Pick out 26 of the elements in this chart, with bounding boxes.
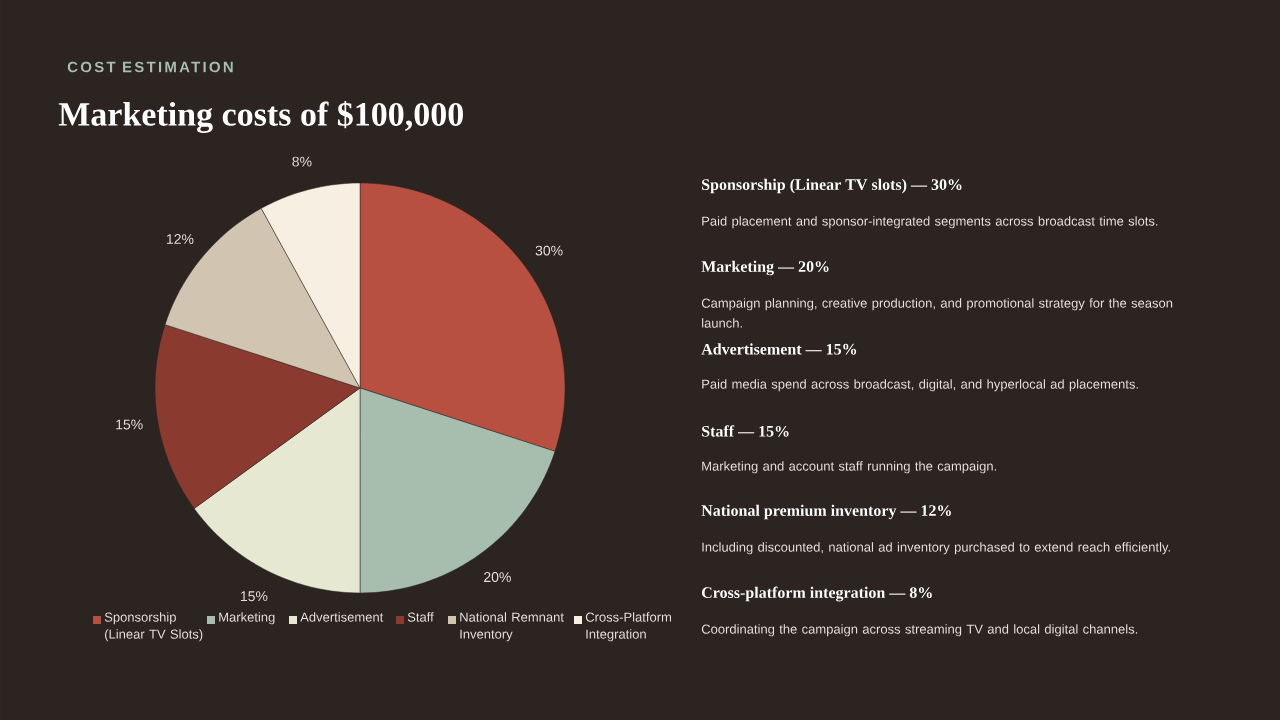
text: Marketing and account staff running the campaign. bbox=[702, 461, 997, 474]
legend-label: Marketing bbox=[219, 612, 275, 625]
text: Paid media spend across broadcast, digital, and hyperlocal ad placements. bbox=[702, 379, 1138, 392]
legend-label: Staff bbox=[407, 612, 434, 622]
text: Campaign planning, creative production, and promotional strategy for the season launch. bbox=[701, 298, 1173, 328]
data-label: 30% bbox=[535, 245, 563, 256]
text: Staff — 15% bbox=[702, 425, 789, 437]
chart-subtitle: COST ESTIMATION bbox=[67, 61, 233, 73]
data-label: 12% bbox=[167, 234, 194, 244]
chart-title: Marketing costs of $100,000 bbox=[58, 100, 463, 134]
data-label: 20% bbox=[484, 572, 511, 583]
data-label: 15% bbox=[116, 419, 143, 430]
text: Marketing — 20% bbox=[701, 260, 829, 276]
text: Including discounted, national ad inventory purchased to extend reach efficiently. bbox=[702, 542, 1170, 555]
text: Advertisement — 15% bbox=[701, 343, 857, 355]
text: Coordinating the campaign across streaming TV and local digital channels. bbox=[701, 624, 1138, 637]
text: National premium inventory — 12% bbox=[701, 504, 951, 520]
text: Cross-platform integration — 8% bbox=[701, 586, 932, 602]
legend-label: Cross-Platform Integration bbox=[585, 612, 672, 642]
text: Paid placement and sponsor-integrated segments across broadcast time slots. bbox=[702, 216, 1158, 229]
legend-label: Advertisement bbox=[300, 612, 384, 622]
legend-label: Sponsorship (Linear TV Slots) bbox=[104, 612, 203, 642]
text: Sponsorship (Linear TV slots) — 30% bbox=[702, 178, 962, 194]
data-label: 15% bbox=[240, 591, 268, 602]
legend-label: National Remnant Inventory bbox=[460, 612, 564, 642]
data-label: 8% bbox=[292, 156, 312, 167]
